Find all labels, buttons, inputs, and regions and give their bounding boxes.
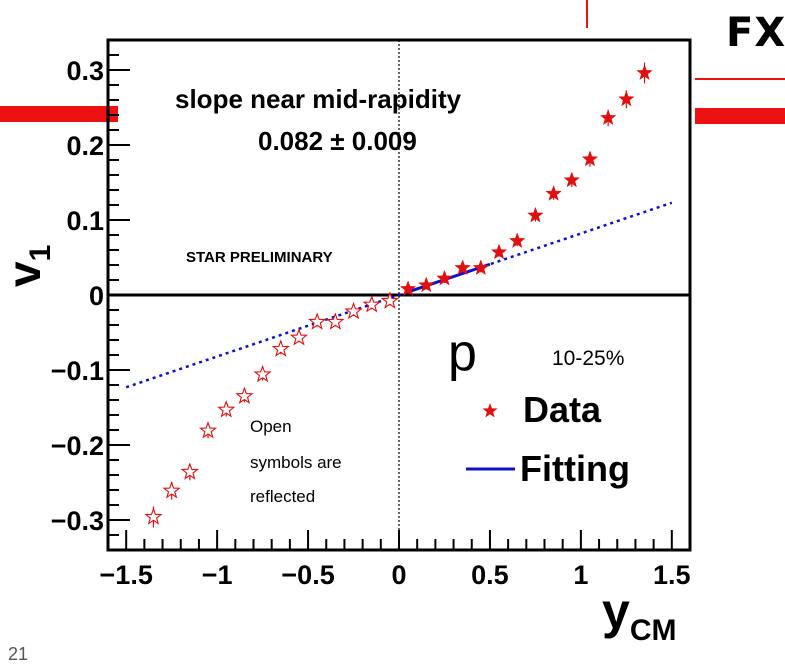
reflected-point (362, 295, 381, 313)
x-axis-title-sub: CM (630, 614, 677, 647)
fit-extrapolation-line (125, 201, 673, 389)
x-axis-title: yCM (602, 583, 676, 647)
x-tick-label: −1 (202, 560, 233, 590)
top-red-tick (586, 0, 588, 28)
reflected-point (144, 507, 163, 525)
data-point (545, 185, 562, 201)
data-point (636, 64, 653, 81)
preliminary-label: STAR PRELIMINARY (186, 249, 333, 266)
data-point (581, 150, 599, 167)
data-points (144, 62, 653, 528)
y-tick-label: −0.1 (51, 356, 104, 386)
reflected-point (380, 291, 400, 309)
reflected-point (326, 312, 345, 330)
data-point (563, 171, 581, 188)
reflect-note-line-3: reflected (250, 487, 315, 506)
reflect-note-line-2: symbols are (250, 453, 342, 472)
legend-data-label: Data (523, 389, 602, 430)
reflected-point (217, 400, 236, 418)
y-tick-label: 0.1 (66, 206, 104, 236)
y-tick-label: 0 (89, 281, 104, 311)
data-point (472, 259, 490, 276)
reflect-note-line-1: Open (250, 417, 292, 436)
reflected-point (235, 386, 254, 405)
left-red-bar (0, 106, 118, 122)
centrality-label: 10-25% (552, 347, 624, 370)
data-point (436, 269, 453, 286)
x-tick-label: −1.5 (100, 560, 153, 590)
data-point (527, 206, 544, 223)
reflected-point (180, 462, 199, 480)
reflected-point (344, 301, 363, 320)
legend-data-marker (482, 403, 498, 418)
legend-fit-label: Fitting (520, 448, 630, 489)
particle-label: p (448, 324, 477, 382)
y-tick-label: −0.3 (51, 506, 104, 536)
y-tick-label: 0.2 (66, 131, 104, 161)
y-tick-label: 0.3 (66, 56, 104, 86)
data-point (490, 243, 508, 260)
data-point (454, 259, 471, 276)
y-axis-title-main: v (0, 261, 50, 287)
right-thin-red-line (695, 78, 785, 80)
x-tick-label: −0.5 (281, 560, 334, 590)
reflected-point (162, 481, 181, 499)
reflected-point (253, 364, 272, 383)
y-axis-title: v1 (0, 245, 57, 287)
right-red-bar (695, 108, 785, 124)
corner-title-fragment: FX (726, 10, 785, 56)
reflected-point (198, 421, 218, 439)
y-axis-title-sub: 1 (24, 245, 57, 262)
data-point (618, 90, 635, 107)
legend: Data Fitting (466, 389, 630, 489)
x-tick-label: 1.5 (653, 560, 691, 590)
page-number: 21 (8, 644, 29, 664)
x-axis-title-main: y (602, 583, 630, 639)
slope-title: slope near mid-rapidity (175, 84, 462, 114)
slope-value: 0.082 ± 0.009 (258, 126, 417, 156)
x-tick-label: 0.5 (471, 560, 509, 590)
x-tick-label: 0 (391, 560, 406, 590)
data-point (599, 109, 617, 126)
data-point (399, 280, 417, 297)
reflected-point (308, 312, 327, 330)
data-point (417, 276, 435, 293)
data-point (508, 232, 526, 249)
x-tick-label: 1 (573, 560, 588, 590)
reflected-point (289, 328, 309, 346)
y-tick-label: −0.2 (51, 431, 104, 461)
reflected-point (271, 339, 290, 357)
